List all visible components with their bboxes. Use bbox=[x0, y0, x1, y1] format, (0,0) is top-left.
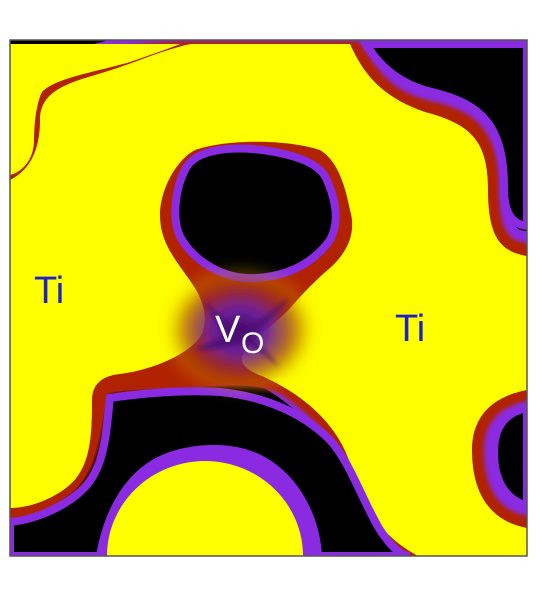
panel-frame bbox=[9, 39, 528, 557]
density-bottom-lobe bbox=[107, 461, 303, 556]
vacancy-glow bbox=[160, 264, 320, 396]
density-voids bbox=[10, 40, 527, 556]
vacancy-label-subscript: O bbox=[241, 327, 264, 360]
vacancy-label-main: V bbox=[215, 309, 241, 351]
ti-label-right: Ti bbox=[395, 308, 425, 350]
density-high-yellow bbox=[10, 44, 527, 556]
ti-label-left: Ti bbox=[34, 270, 64, 312]
vacancy-label: V O bbox=[215, 309, 264, 360]
